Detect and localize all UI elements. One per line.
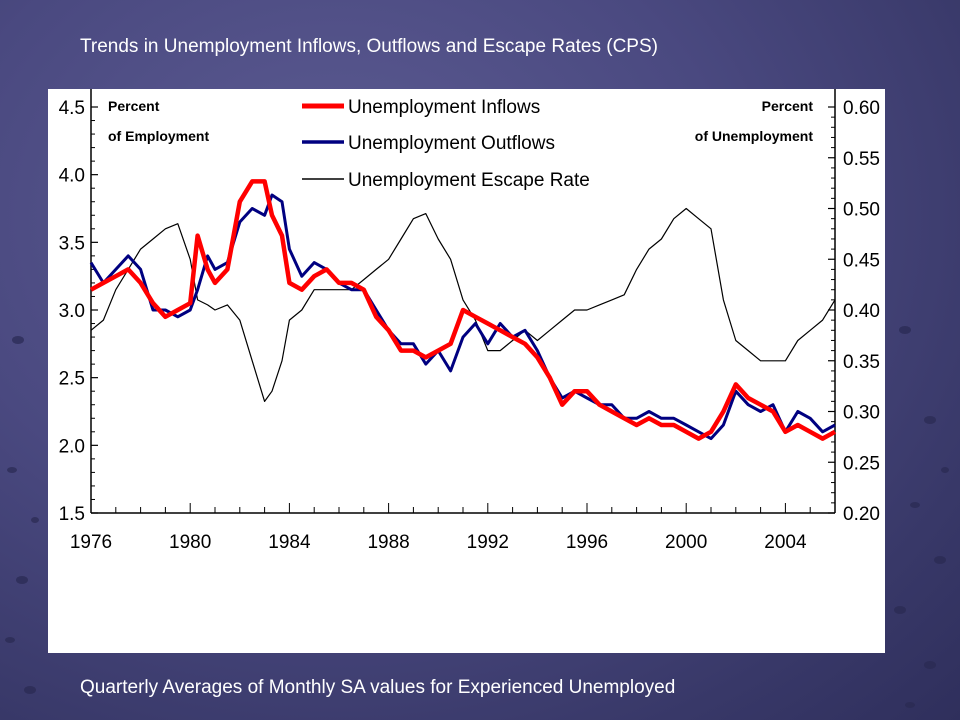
line-chart: 1.52.02.53.03.54.04.5 0.200.250.300.350.… bbox=[59, 89, 880, 553]
unemployment-outflowsline bbox=[89, 193, 836, 441]
series-layer bbox=[89, 179, 837, 441]
left-axis-note-line1: Percent bbox=[108, 98, 160, 114]
right-tick-label: 0.40 bbox=[843, 301, 880, 322]
unemployment-escape-rateline bbox=[90, 207, 836, 402]
right-axis-note-line2: of Unemployment bbox=[695, 128, 814, 144]
x-axis-ticks: 1976 1980 1984 1988 1992 1996 2000 2004 bbox=[70, 503, 836, 553]
right-tick-label: 0.20 bbox=[843, 504, 880, 525]
right-tick-label: 0.25 bbox=[843, 453, 880, 474]
slide-caption: Quarterly Averages of Monthly SA values … bbox=[80, 677, 676, 698]
x-tick-label: 1996 bbox=[566, 532, 608, 553]
slide-title: Trends in Unemployment Inflows, Outflows… bbox=[80, 36, 658, 57]
x-tick-label: 1980 bbox=[169, 532, 211, 553]
legend-label-outflows: Unemployment Outflows bbox=[348, 133, 555, 154]
x-tick-label: 2004 bbox=[764, 532, 807, 553]
right-axis-note-line1: Percent bbox=[762, 98, 814, 114]
right-tick-label: 0.60 bbox=[843, 98, 880, 119]
left-tick-label: 1.5 bbox=[59, 504, 85, 525]
right-tick-label: 0.50 bbox=[843, 200, 880, 221]
legend-label-escape-rate: Unemployment Escape Rate bbox=[348, 170, 590, 191]
left-tick-label: 2.5 bbox=[59, 369, 85, 390]
left-axis-note-line2: of Employment bbox=[108, 128, 209, 144]
right-axis-ticks: 0.20 0.25 0.30 0.35 0.40 0.45 0.50 0.55 0.60 bbox=[828, 98, 880, 525]
left-tick-label: 4.5 bbox=[59, 98, 85, 119]
x-tick-label: 1988 bbox=[367, 532, 409, 553]
right-tick-label: 0.55 bbox=[843, 149, 880, 170]
x-tick-label: 1992 bbox=[467, 532, 509, 553]
x-tick-label: 2000 bbox=[665, 532, 707, 553]
unemployment-inflowsline bbox=[89, 179, 837, 441]
left-tick-label: 2.0 bbox=[59, 436, 85, 457]
legend: Unemployment Inflows Unemployment Outflo… bbox=[302, 97, 590, 191]
right-axis-note: Percent of Unemployment bbox=[695, 98, 814, 144]
left-tick-label: 3.0 bbox=[59, 301, 85, 322]
x-tick-label: 1976 bbox=[70, 532, 112, 553]
right-tick-label: 0.30 bbox=[843, 403, 880, 424]
right-tick-label: 0.35 bbox=[843, 352, 880, 373]
left-tick-label: 4.0 bbox=[59, 166, 85, 187]
left-axis-note: Percent of Employment bbox=[108, 98, 209, 144]
legend-label-inflows: Unemployment Inflows bbox=[348, 97, 540, 118]
left-tick-label: 3.5 bbox=[59, 233, 85, 254]
right-tick-label: 0.45 bbox=[843, 250, 880, 271]
chart-panel: 1.5 2.0 2.5 3.0 3.5 4.0 4.5 0.20 0.25 0.30 0.35 0.… bbox=[48, 89, 885, 653]
x-tick-label: 1984 bbox=[268, 532, 311, 553]
left-axis-ticks: 1.5 2.0 2.5 3.0 3.5 4.0 4.5 bbox=[59, 98, 98, 525]
